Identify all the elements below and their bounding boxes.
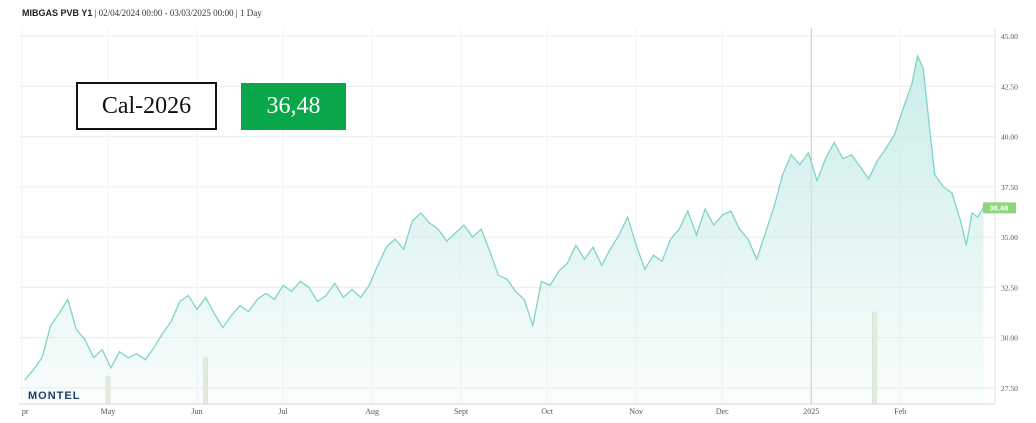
- y-tick-label: 32.50: [1001, 283, 1018, 292]
- header-interval: 1 Day: [239, 8, 262, 18]
- header-range: 02/04/2024 00:00 - 03/03/2025 00:00: [98, 8, 234, 18]
- y-tick-label: 35.00: [1001, 233, 1018, 242]
- price-value-box: 36,48: [241, 83, 346, 130]
- montel-logo: MONTEL: [28, 390, 81, 402]
- last-value-marker: [983, 202, 1016, 214]
- y-tick-label: 40.00: [1001, 133, 1018, 142]
- series-line: [24, 54, 985, 381]
- volume-bar: [872, 311, 877, 405]
- x-tick-label: Feb: [894, 407, 906, 416]
- y-tick-label: 42.50: [1001, 82, 1018, 91]
- x-tick-label: Dec: [716, 407, 729, 416]
- x-tick-label: May: [101, 407, 116, 416]
- last-value-label: 36.48: [990, 203, 1009, 212]
- price-value: 36,48: [266, 93, 321, 119]
- x-tick-label: Nov: [629, 407, 643, 416]
- series-area: [24, 56, 984, 404]
- product-label-box: Cal-2026: [76, 82, 217, 130]
- product-label: Cal-2026: [101, 92, 192, 119]
- y-tick-label: 37.50: [1001, 183, 1018, 192]
- header-symbol: MIBGAS PVB Y1: [22, 8, 93, 18]
- x-tick-label: Jun: [191, 407, 202, 416]
- y-tick-label: 30.00: [1001, 334, 1018, 343]
- x-tick-label: Oct: [541, 407, 553, 416]
- y-tick-label: 45.00: [1001, 32, 1018, 41]
- y-tick-label: 27.50: [1001, 384, 1018, 393]
- volume-bar: [105, 376, 111, 405]
- x-tick-label: Jul: [278, 407, 288, 416]
- x-tick-label: 2025: [803, 407, 819, 416]
- chart-header: MIBGAS PVB Y1 | 02/04/2024 00:00 - 03/03…: [22, 8, 262, 18]
- x-tick-label: Aug: [365, 407, 379, 416]
- x-tick-label: pr: [22, 407, 29, 416]
- x-tick-label: Sept: [454, 407, 469, 416]
- volume-bar: [203, 357, 208, 405]
